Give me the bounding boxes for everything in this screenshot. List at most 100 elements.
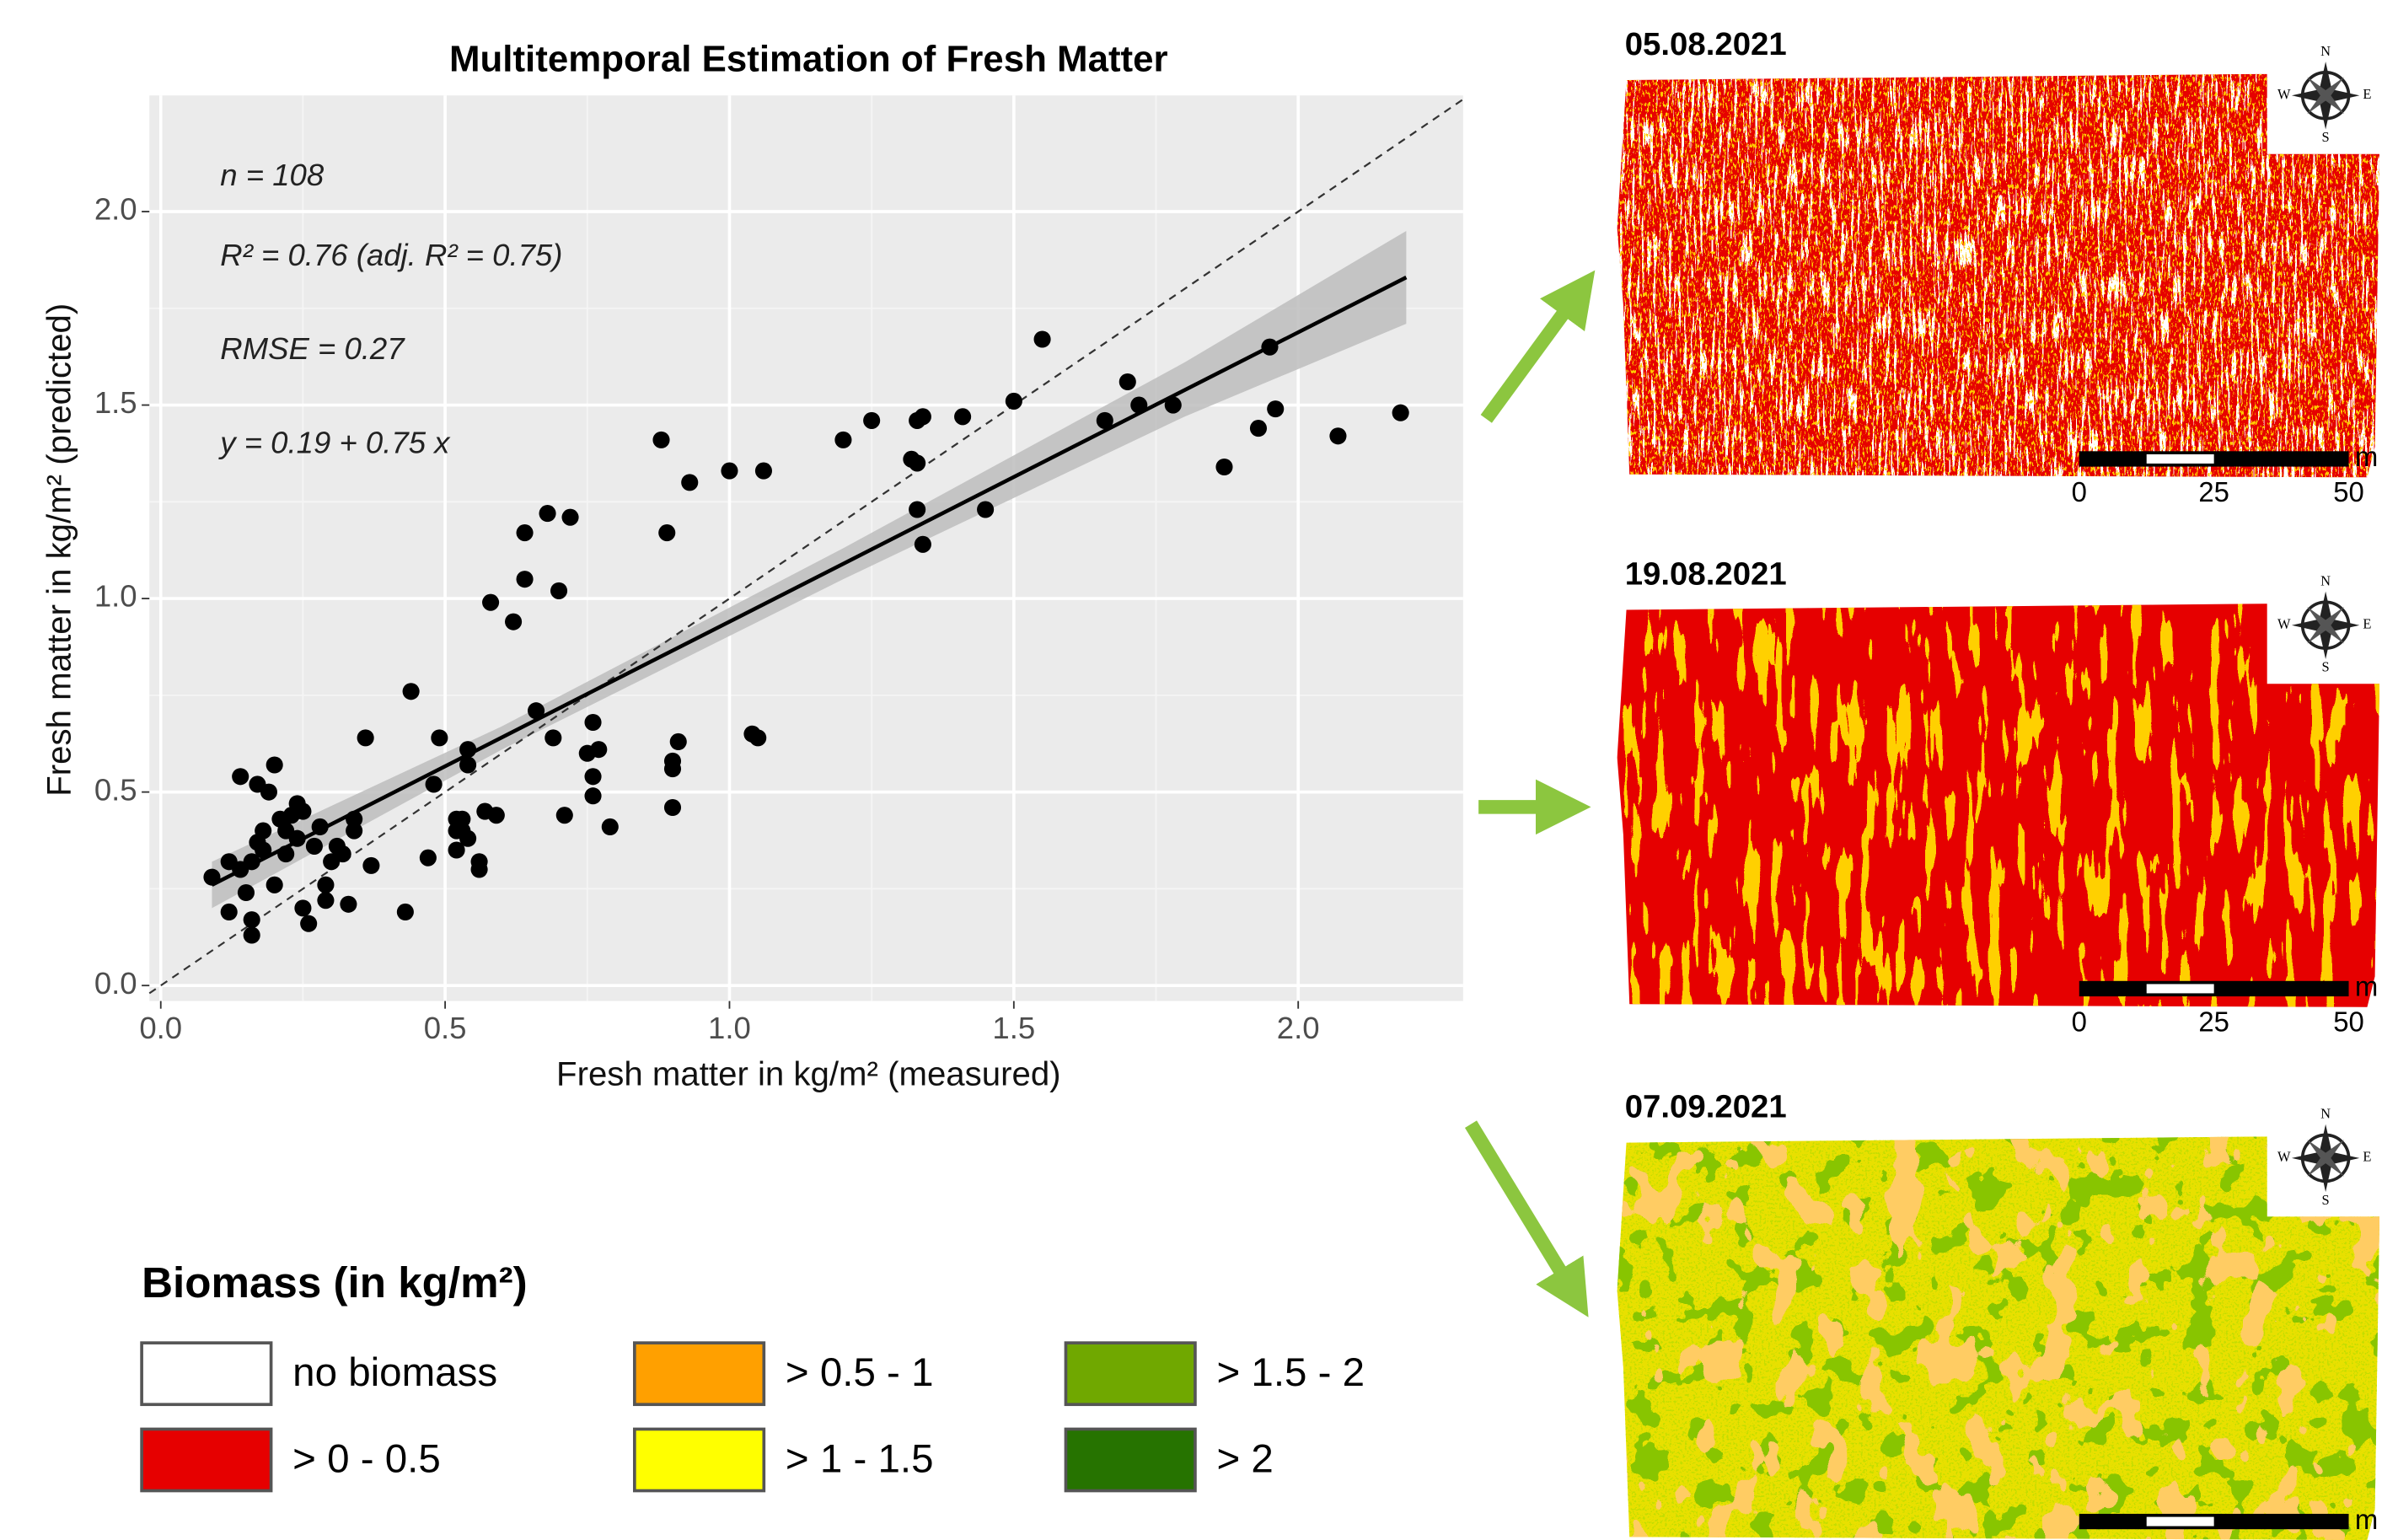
data-point <box>505 614 522 630</box>
map-date: 07.09.2021 <box>1625 1089 1787 1125</box>
data-point <box>482 594 499 611</box>
data-point <box>271 811 288 828</box>
figure: Multitemporal Estimation of Fresh Matter… <box>0 0 2398 1540</box>
compass-label: W <box>2277 616 2291 632</box>
data-point <box>221 904 238 920</box>
legend-swatch <box>142 1343 271 1404</box>
data-point <box>909 501 925 518</box>
legend-title: Biomass (in kg/m²) <box>142 1258 528 1307</box>
map-texture <box>1612 1129 2387 1540</box>
data-point <box>431 729 448 746</box>
data-point <box>1329 427 1346 444</box>
data-point <box>550 582 567 599</box>
scale-label: 0 <box>2072 1006 2087 1038</box>
data-point <box>584 768 601 785</box>
data-point <box>915 408 931 425</box>
scale-bar-segment <box>2147 454 2214 464</box>
chart-title: Multitemporal Estimation of Fresh Matter <box>449 39 1168 80</box>
annotation: y = 0.19 + 0.75 x <box>217 426 451 460</box>
scale-label: 50 <box>2333 1006 2364 1038</box>
data-point <box>664 760 681 777</box>
legend-label: > 2 <box>1217 1436 1274 1481</box>
x-tick-label: 1.5 <box>992 1011 1035 1045</box>
data-point <box>977 501 994 518</box>
data-point <box>1006 393 1022 410</box>
data-point <box>238 884 255 901</box>
data-point <box>584 787 601 804</box>
y-axis-label: Fresh matter in kg/m² (predicted) <box>40 303 78 797</box>
map <box>1612 67 2387 486</box>
data-point <box>915 536 931 553</box>
data-point <box>1250 420 1267 437</box>
data-point <box>755 463 772 480</box>
compass-label: N <box>2320 572 2331 588</box>
scale-label: 50 <box>2333 476 2364 507</box>
data-point <box>453 811 470 828</box>
compass-label: S <box>2322 659 2330 675</box>
data-point <box>863 412 880 429</box>
data-point <box>471 861 488 877</box>
data-point <box>834 432 851 448</box>
data-point <box>517 524 534 541</box>
scale-bar-segment <box>2147 984 2214 993</box>
x-tick-label: 2.0 <box>1277 1011 1320 1045</box>
data-point <box>294 803 311 820</box>
data-point <box>749 729 766 746</box>
plot-panel <box>149 95 1463 1001</box>
data-point <box>340 896 357 913</box>
scale-label: 25 <box>2198 476 2229 507</box>
legend-label: > 1 - 1.5 <box>786 1436 934 1481</box>
data-point <box>244 911 260 928</box>
data-point <box>670 733 687 750</box>
data-point <box>260 784 277 801</box>
data-point <box>357 729 374 746</box>
legend-swatch <box>1065 1343 1194 1404</box>
data-point <box>1215 459 1232 475</box>
arrow <box>1471 1124 1574 1294</box>
data-point <box>266 756 283 773</box>
data-point <box>317 877 334 893</box>
map-date: 05.08.2021 <box>1625 26 1787 62</box>
x-tick-label: 0.5 <box>424 1011 467 1045</box>
data-point <box>335 845 351 862</box>
annotation: RMSE = 0.27 <box>220 331 405 366</box>
annotation: R² = 0.76 (adj. R² = 0.75) <box>220 238 562 272</box>
compass-label: S <box>2322 1192 2330 1208</box>
y-tick-label: 1.5 <box>94 385 137 420</box>
data-point <box>266 877 283 893</box>
data-point <box>681 474 698 491</box>
x-tick-label: 1.0 <box>708 1011 751 1045</box>
y-tick-label: 1.0 <box>94 579 137 614</box>
legend-label: > 1.5 - 2 <box>1217 1350 1365 1395</box>
data-point <box>909 454 925 471</box>
x-tick-label: 0.0 <box>139 1011 182 1045</box>
data-point <box>403 683 420 700</box>
data-point <box>545 729 561 746</box>
data-point <box>556 807 573 824</box>
map-texture <box>1612 67 2387 486</box>
compass-label: S <box>2322 129 2330 145</box>
y-tick-label: 0.0 <box>94 966 137 1001</box>
data-point <box>232 768 249 785</box>
map-texture <box>1612 596 2387 1015</box>
data-point <box>602 818 619 835</box>
data-point <box>317 892 334 909</box>
legend-swatch <box>635 1429 764 1490</box>
legend-label: no biomass <box>292 1350 497 1395</box>
scale-label: 0 <box>2072 476 2087 507</box>
map <box>1612 596 2387 1015</box>
data-point <box>426 775 443 792</box>
y-tick-label: 2.0 <box>94 192 137 227</box>
y-tick-label: 0.5 <box>94 772 137 807</box>
data-point <box>1267 400 1284 417</box>
data-point <box>244 926 260 943</box>
data-point <box>300 915 317 932</box>
data-point <box>255 823 271 840</box>
data-point <box>1392 405 1409 421</box>
map-date: 19.08.2021 <box>1625 555 1787 592</box>
compass-label: N <box>2320 1106 2331 1122</box>
data-point <box>539 505 556 522</box>
compass-label: N <box>2320 43 2331 59</box>
data-point <box>658 524 675 541</box>
data-point <box>294 899 311 916</box>
